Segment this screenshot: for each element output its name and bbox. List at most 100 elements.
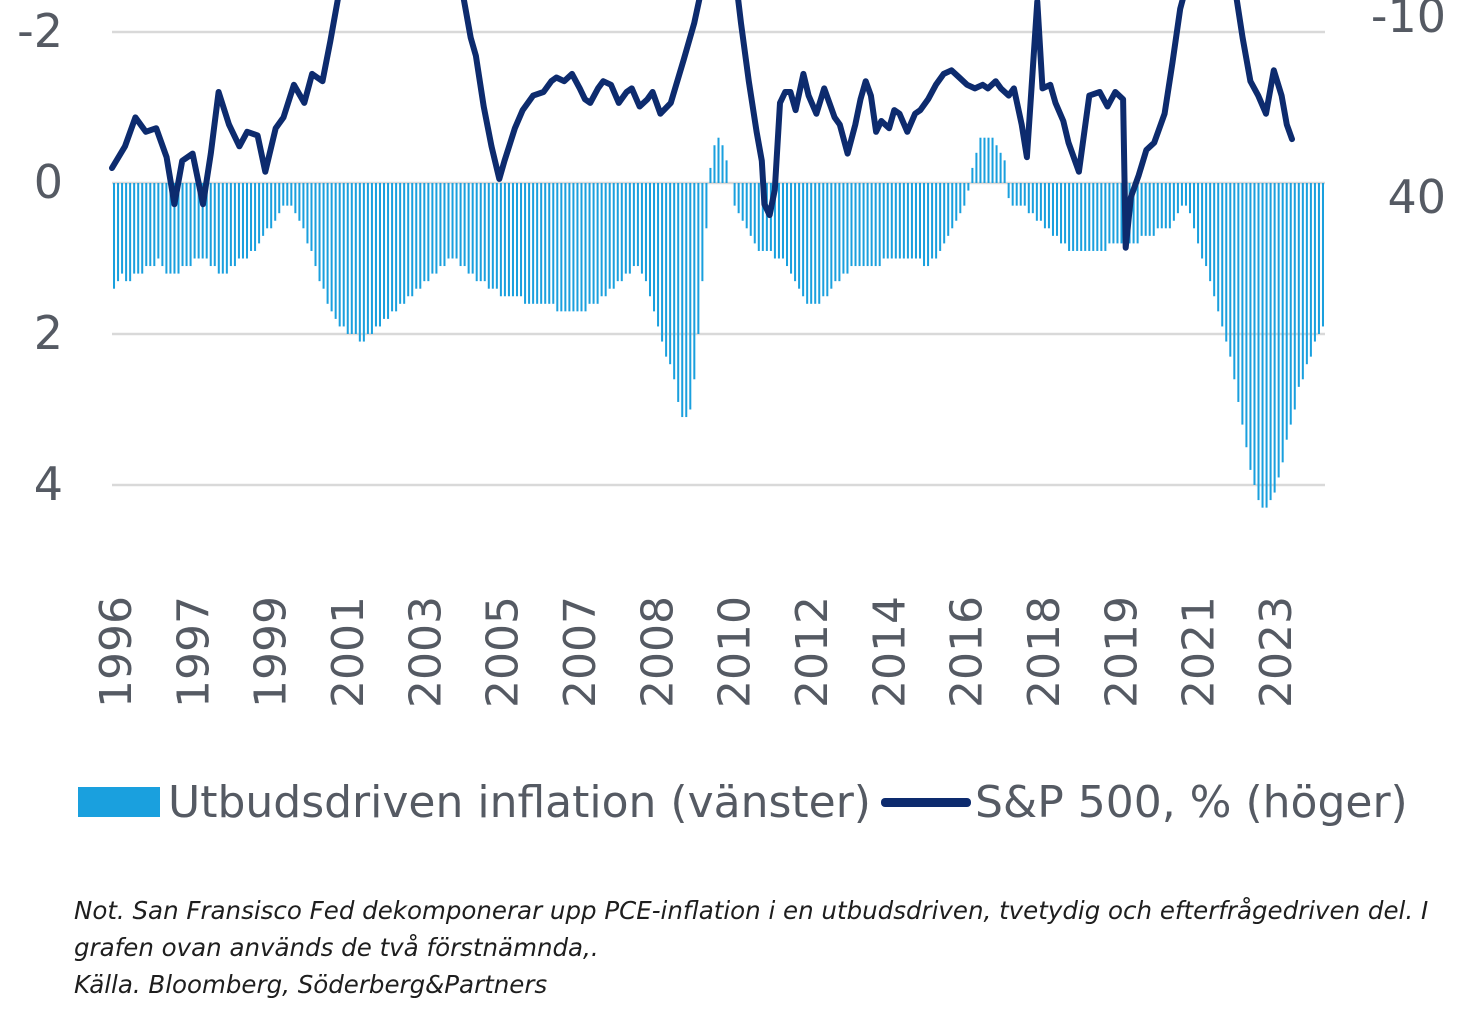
bar bbox=[898, 183, 901, 259]
bar bbox=[713, 145, 716, 183]
bar bbox=[1317, 183, 1320, 334]
left-tick-label: 0 bbox=[34, 155, 63, 209]
bar bbox=[503, 183, 506, 297]
bar bbox=[314, 183, 317, 267]
bar bbox=[479, 183, 482, 282]
bar bbox=[971, 167, 974, 183]
bar bbox=[1152, 183, 1155, 236]
bar bbox=[1039, 183, 1042, 221]
bar bbox=[1164, 183, 1167, 229]
bar bbox=[1068, 183, 1071, 251]
bar bbox=[520, 183, 523, 297]
bar bbox=[383, 183, 386, 319]
bar bbox=[794, 183, 797, 282]
bar bbox=[931, 183, 934, 259]
bar bbox=[1027, 183, 1030, 214]
bar bbox=[657, 183, 660, 327]
bar bbox=[870, 183, 873, 267]
bar bbox=[121, 183, 124, 274]
bar bbox=[145, 183, 148, 267]
bar bbox=[1112, 183, 1115, 244]
bar bbox=[810, 183, 813, 304]
bar bbox=[1007, 183, 1010, 199]
bar bbox=[987, 137, 990, 183]
bar bbox=[117, 183, 120, 282]
bar bbox=[737, 183, 740, 214]
bar bbox=[254, 183, 257, 251]
bar bbox=[298, 183, 301, 221]
bar bbox=[524, 183, 527, 304]
bar bbox=[374, 183, 377, 327]
bar bbox=[798, 183, 801, 289]
x-tick-label: 1997 bbox=[168, 596, 219, 708]
bar bbox=[963, 183, 966, 206]
bar bbox=[1277, 183, 1280, 478]
bar bbox=[306, 183, 309, 244]
bar bbox=[455, 183, 458, 259]
bar bbox=[544, 183, 547, 304]
bar bbox=[765, 183, 768, 251]
bar bbox=[290, 183, 293, 206]
bar bbox=[395, 183, 398, 312]
bar bbox=[753, 183, 756, 244]
bar bbox=[1011, 183, 1014, 206]
bar bbox=[697, 183, 700, 334]
bar bbox=[241, 183, 244, 259]
bar bbox=[1245, 183, 1248, 448]
x-tick-label: 1996 bbox=[91, 596, 142, 708]
bar bbox=[620, 183, 623, 282]
bar bbox=[1168, 183, 1171, 229]
bar bbox=[1233, 183, 1236, 380]
bar bbox=[600, 183, 603, 297]
bar bbox=[584, 183, 587, 312]
bar bbox=[677, 183, 680, 402]
bar bbox=[322, 183, 325, 289]
bar bbox=[407, 183, 410, 297]
bar bbox=[491, 183, 494, 289]
bar bbox=[705, 183, 708, 229]
bar bbox=[326, 183, 329, 304]
legend-bar-label: Utbudsdriven inflation (vänster) bbox=[168, 776, 871, 828]
bar bbox=[906, 183, 909, 259]
bar bbox=[830, 183, 833, 289]
bar bbox=[459, 183, 462, 267]
bar bbox=[391, 183, 394, 312]
bar bbox=[471, 183, 474, 274]
bar bbox=[1160, 183, 1163, 229]
bar bbox=[858, 183, 861, 267]
chart-note: Not. San Fransisco Fed dekomponerar upp … bbox=[74, 892, 1434, 1003]
bar bbox=[910, 183, 913, 259]
bar bbox=[137, 183, 140, 274]
bar bbox=[1176, 183, 1179, 214]
bar bbox=[572, 183, 575, 312]
bar bbox=[1088, 183, 1091, 251]
bar bbox=[532, 183, 535, 304]
bar bbox=[1197, 183, 1200, 244]
bar bbox=[923, 183, 926, 267]
sp500-line bbox=[109, 0, 1295, 251]
bar bbox=[540, 183, 543, 304]
bar bbox=[536, 183, 539, 304]
bar bbox=[1209, 183, 1212, 282]
bar bbox=[467, 183, 470, 274]
bar bbox=[1132, 183, 1135, 244]
bar bbox=[1144, 183, 1147, 236]
bar bbox=[604, 183, 607, 297]
bar bbox=[1261, 183, 1264, 508]
bar bbox=[310, 183, 313, 251]
bar bbox=[640, 183, 643, 274]
bar bbox=[967, 183, 970, 191]
left-tick-label: -2 bbox=[17, 4, 63, 58]
bar bbox=[511, 183, 514, 297]
bar bbox=[632, 183, 635, 267]
bar bbox=[838, 183, 841, 282]
bar bbox=[366, 183, 369, 334]
bar bbox=[1289, 183, 1292, 425]
bar bbox=[959, 183, 962, 214]
bar bbox=[568, 183, 571, 312]
bar bbox=[1301, 183, 1304, 380]
bar bbox=[939, 183, 942, 251]
bar bbox=[370, 183, 373, 334]
bar bbox=[866, 183, 869, 267]
bar bbox=[133, 183, 136, 274]
